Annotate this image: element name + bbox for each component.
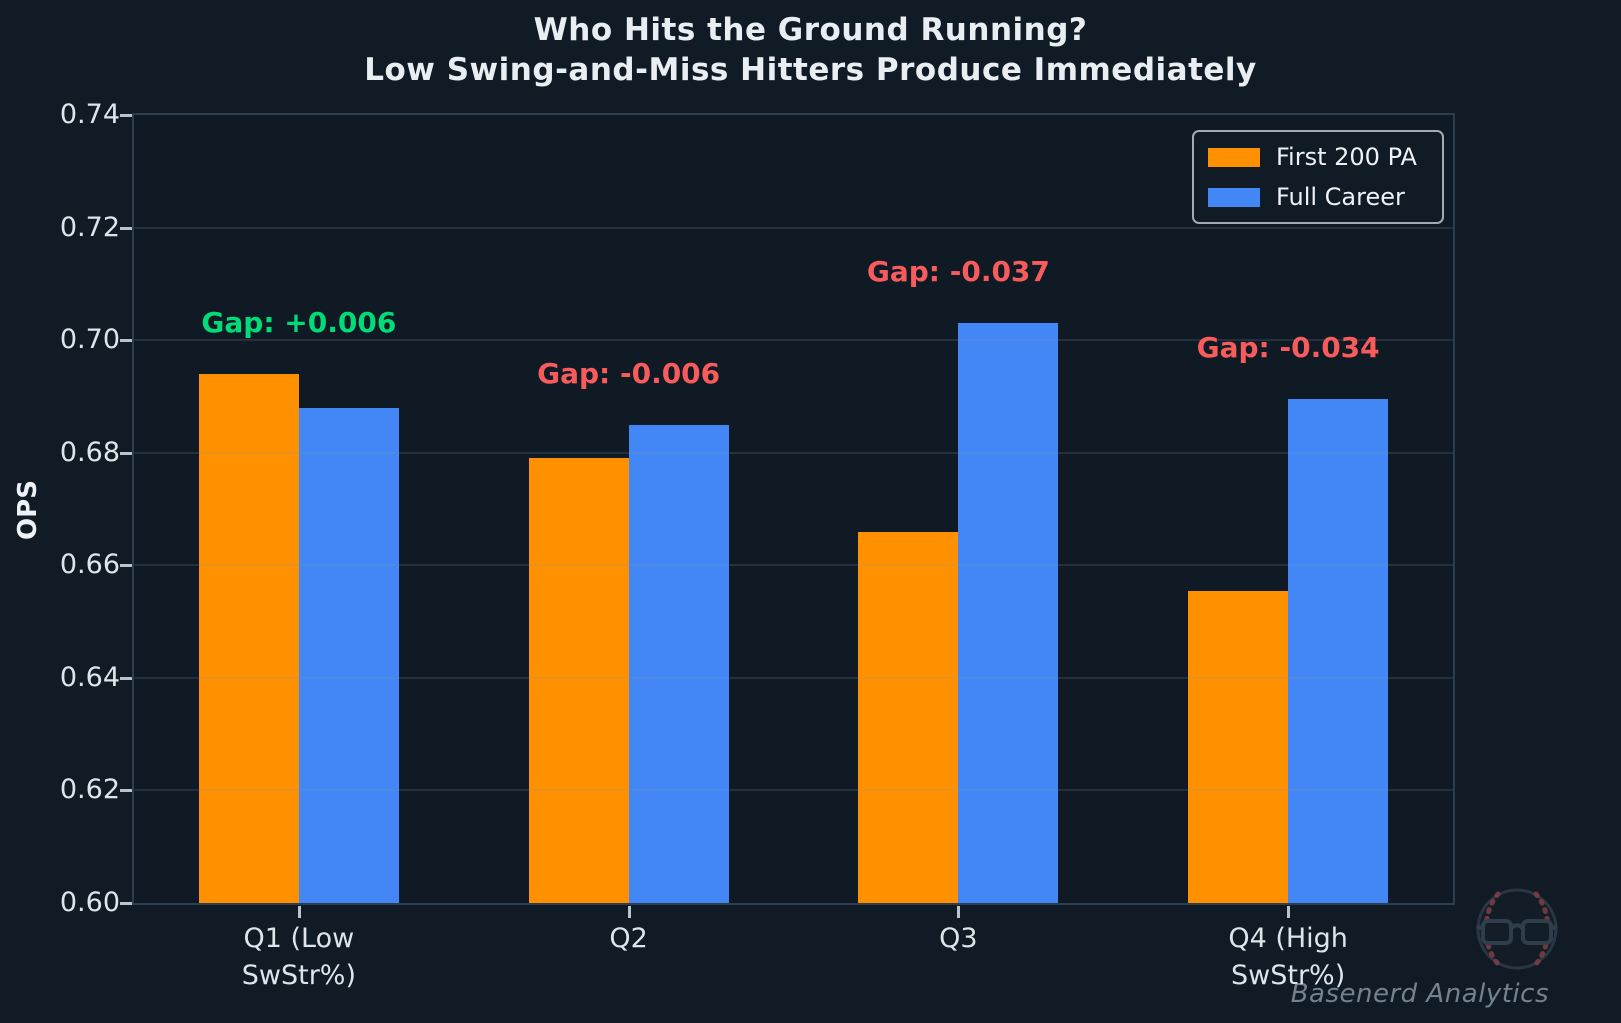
baseball-glasses-logo-icon: [1476, 888, 1558, 970]
y-tick-label: 0.68: [59, 436, 120, 468]
gap-annotation: Gap: -0.006: [537, 356, 721, 390]
gap-annotation: Gap: -0.037: [866, 255, 1050, 289]
bar-full-career: [628, 424, 729, 903]
legend: First 200 PA Full Career: [1192, 130, 1444, 224]
x-tick-mark: [627, 906, 631, 918]
bar-first-200-pa: [1188, 590, 1289, 903]
plot-area: Gap: +0.006 Gap: -0.006 Gap: -0.037 Gap: -0…: [132, 113, 1455, 905]
legend-item-full-career: Full Career: [1208, 183, 1426, 211]
x-category-label: Q3: [939, 920, 977, 957]
gridline: [134, 226, 1453, 229]
x-tick-mark: [957, 906, 961, 918]
watermark-text: Basenerd Analytics: [1290, 979, 1549, 1009]
bar-full-career: [958, 323, 1059, 903]
gridline: [134, 339, 1453, 342]
y-tick-mark: [120, 339, 132, 343]
gap-annotation: Gap: -0.034: [1196, 331, 1380, 365]
y-tick-label: 0.70: [59, 324, 120, 356]
x-category-label-line: Q4 (High: [1228, 923, 1348, 954]
x-category-label: Q4 (High SwStr%): [1228, 920, 1348, 994]
legend-label: Full Career: [1276, 183, 1405, 211]
y-tick-mark: [120, 789, 132, 793]
x-category-label-line: Q3: [939, 923, 978, 954]
chart-title: Who Hits the Ground Running? Low Swing-a…: [0, 10, 1621, 90]
y-tick-label: 0.62: [59, 774, 120, 806]
y-tick-label: 0.60: [59, 887, 120, 918]
y-tick-mark: [120, 676, 132, 680]
y-tick-label: 0.72: [59, 211, 120, 243]
bar-first-200-pa: [858, 531, 959, 903]
x-category-label: Q2: [609, 920, 647, 957]
bar-first-200-pa: [198, 373, 299, 903]
bar-full-career: [298, 407, 399, 903]
bar-first-200-pa: [528, 458, 629, 903]
gridline: [134, 789, 1453, 792]
chart-title-line-2: Low Swing-and-Miss Hitters Produce Immed…: [364, 52, 1257, 88]
gridline: [134, 451, 1453, 454]
x-category-label: Q1 (Low SwStr%): [242, 920, 356, 994]
bar-full-career: [1288, 399, 1389, 903]
x-category-label-line: Q2: [609, 923, 648, 954]
x-category-label-line: Q1 (Low: [243, 923, 355, 954]
legend-swatch-full-career-icon: [1208, 187, 1260, 207]
x-tick-mark: [297, 906, 301, 918]
x-category-label-line: SwStr%): [1230, 960, 1346, 991]
legend-swatch-first-200-pa-icon: [1208, 147, 1260, 167]
y-axis-label: OPS: [13, 480, 43, 540]
x-category-label-line: SwStr%): [241, 960, 356, 991]
legend-label: First 200 PA: [1276, 143, 1417, 171]
y-tick-mark: [120, 114, 132, 117]
gridline: [134, 676, 1453, 679]
y-tick-mark: [120, 564, 132, 568]
y-tick-label: 0.66: [59, 549, 120, 581]
x-tick-mark: [1287, 906, 1291, 918]
y-tick-mark: [120, 226, 132, 230]
y-tick-mark: [120, 902, 132, 905]
y-tick-label: 0.74: [59, 99, 120, 130]
gridline: [134, 564, 1453, 567]
y-tick-label: 0.64: [59, 661, 120, 693]
y-tick-mark: [120, 451, 132, 455]
chart-title-line-1: Who Hits the Ground Running?: [533, 12, 1088, 48]
gap-annotation: Gap: +0.006: [201, 305, 397, 339]
legend-item-first-200-pa: First 200 PA: [1208, 143, 1426, 171]
